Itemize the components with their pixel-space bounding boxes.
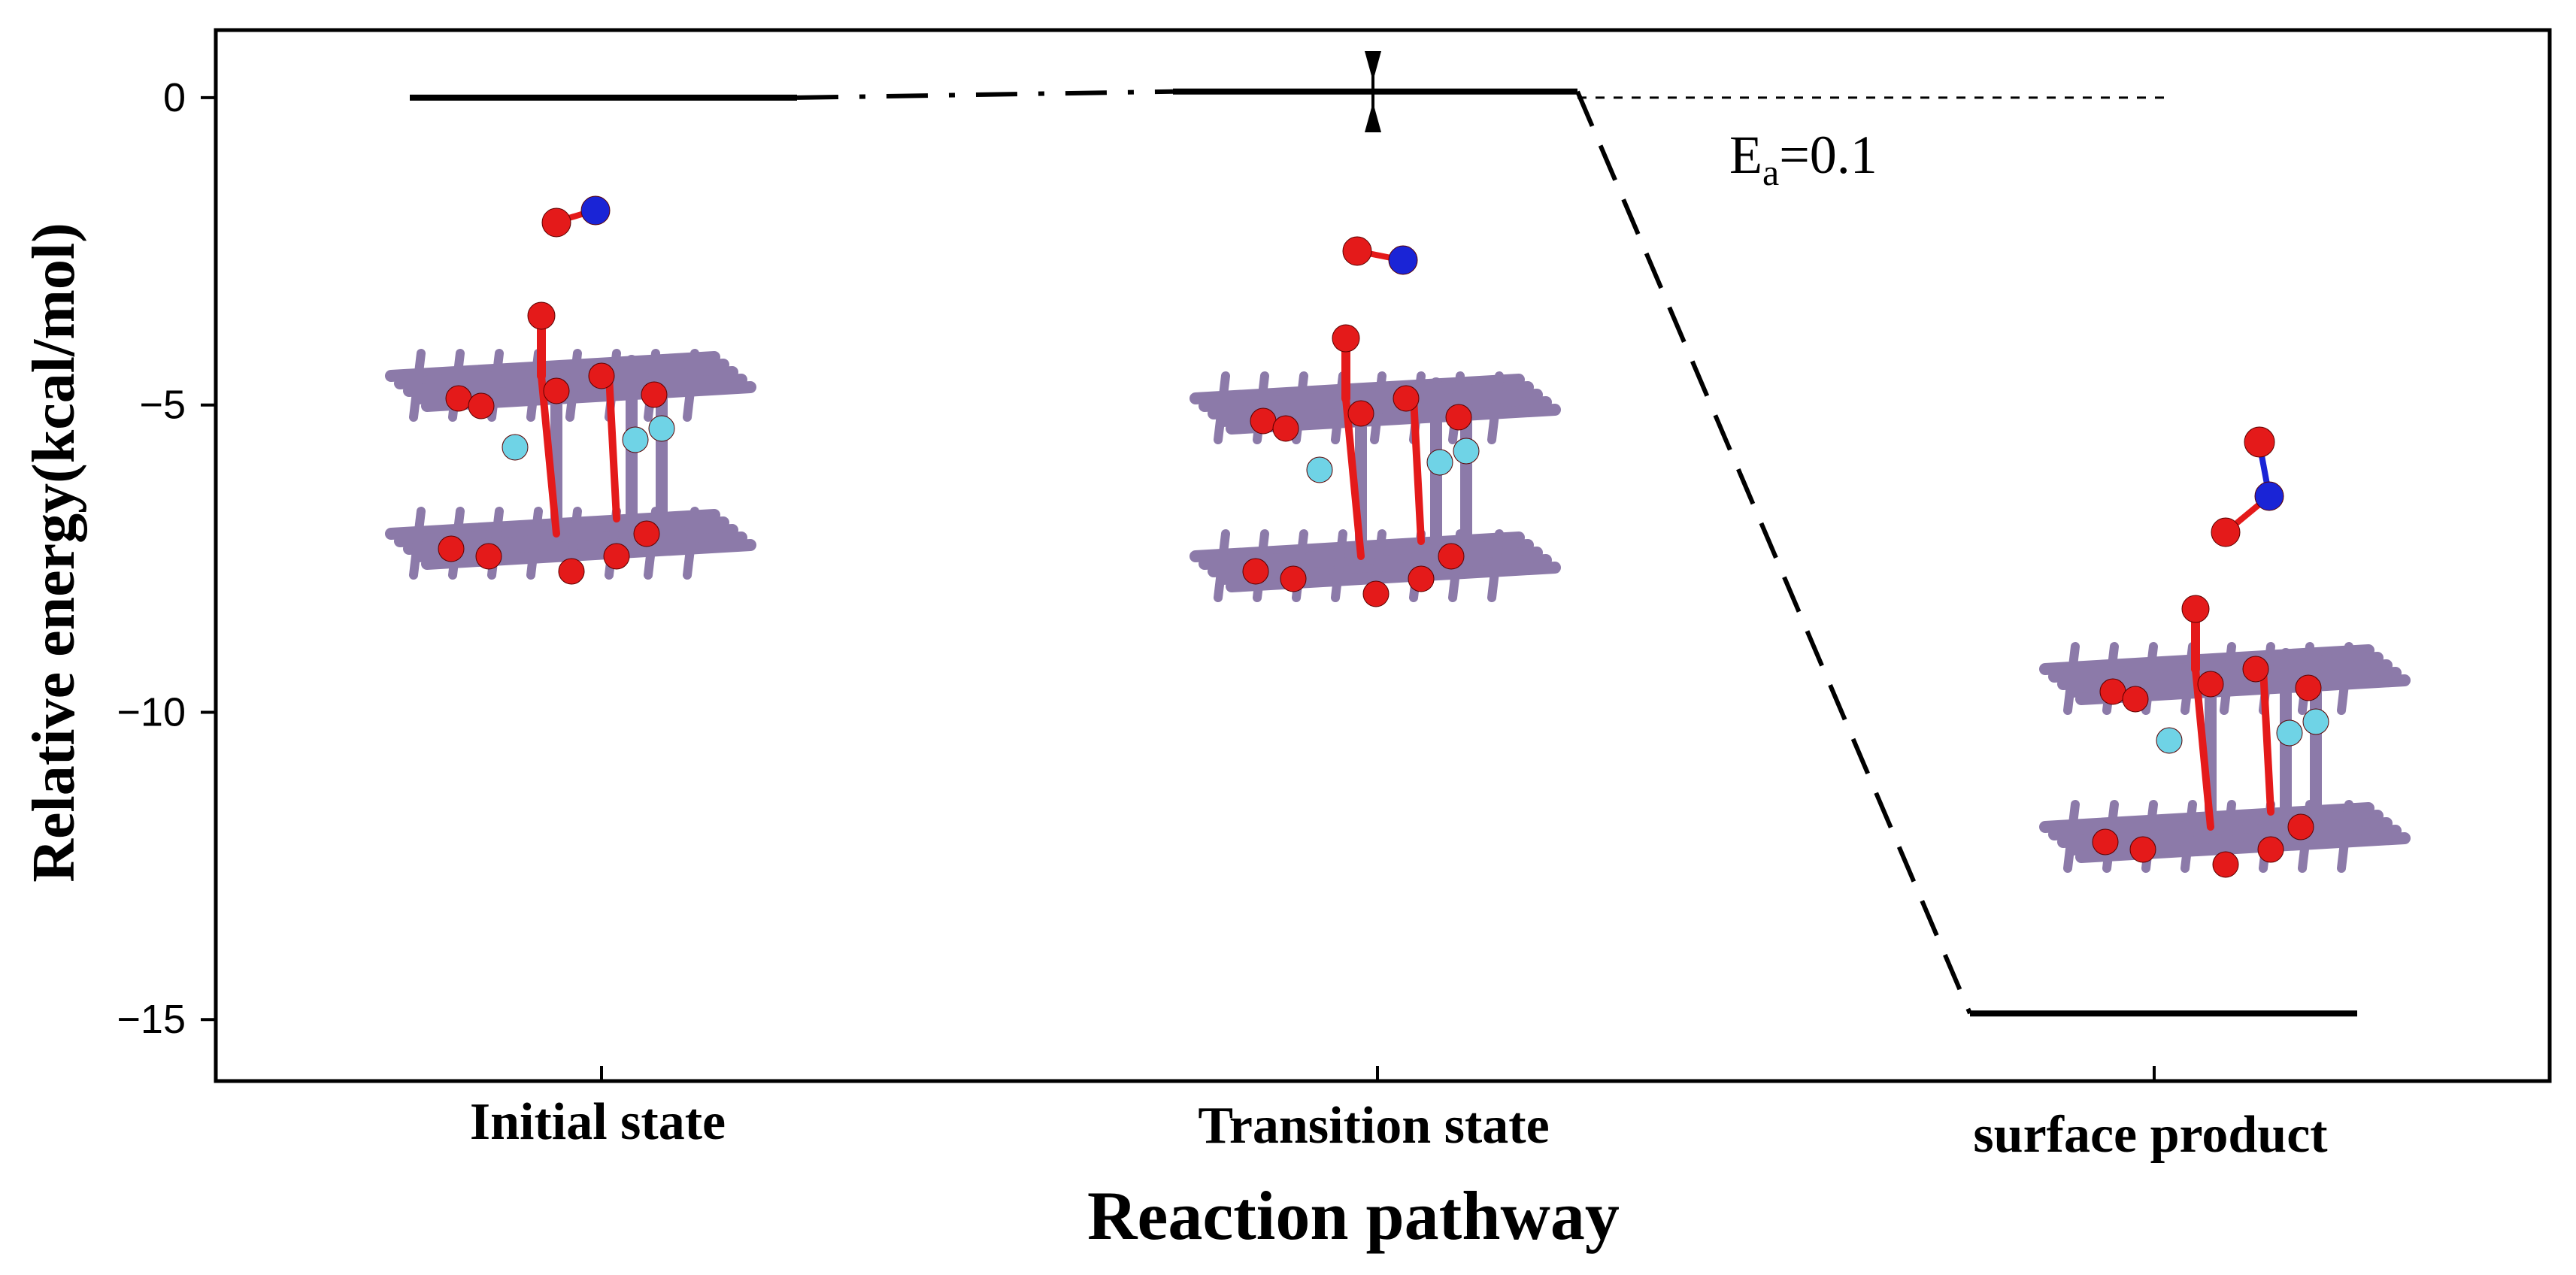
atom (1280, 565, 1307, 592)
atom (1362, 580, 1390, 607)
bond (565, 349, 582, 422)
x-axis-title: Reaction pathway (1087, 1177, 1620, 1254)
bond (1214, 529, 1230, 602)
atom (558, 558, 585, 585)
x-category-label: Initial state (470, 1093, 726, 1151)
energy-levels (410, 88, 2357, 1017)
atom (1347, 400, 1374, 427)
bond (683, 349, 699, 422)
atom (1332, 324, 1360, 353)
atom (1445, 404, 1472, 431)
initial-state-structure (385, 195, 756, 585)
atom (603, 543, 630, 570)
bond (605, 372, 620, 522)
bond (526, 507, 543, 580)
x-category-label: Transition state (1198, 1097, 1549, 1155)
bond (2337, 800, 2353, 873)
molecule-structures (385, 195, 2411, 878)
x-axis-ticks: Initial state Transition state surface pro… (470, 1066, 2328, 1164)
atom (622, 426, 649, 453)
transition-state-structure (1190, 236, 1561, 607)
atom (527, 301, 556, 330)
atom (580, 195, 611, 226)
bond (2259, 665, 2274, 816)
atom (2254, 481, 2284, 511)
atom (2212, 851, 2239, 878)
y-tick-label: −5 (139, 383, 186, 428)
y-axis-ticks: 0 −5 −10 −15 (117, 75, 216, 1042)
atom (2211, 517, 2241, 547)
bond (1487, 529, 1504, 602)
atom (438, 535, 465, 562)
atom (2276, 719, 2303, 747)
bond (2181, 800, 2197, 873)
y-tick-label: −10 (117, 689, 186, 734)
connector-ts-to-product (1575, 90, 1972, 1015)
y-tick-label: −15 (117, 997, 186, 1042)
barrier-arrow (1365, 51, 1381, 132)
atom (633, 520, 660, 547)
atom (2122, 686, 2149, 713)
bond (2063, 800, 2080, 873)
atom (1342, 236, 1372, 266)
bond (683, 507, 699, 580)
atom (1393, 385, 1420, 412)
atom (2244, 426, 2275, 458)
bond (409, 507, 426, 580)
atom (1306, 456, 1333, 483)
plot-frame (214, 28, 2552, 1083)
atom (2242, 656, 2269, 683)
atom (1272, 415, 1299, 442)
bond (1487, 371, 1504, 444)
atom (475, 543, 502, 570)
atom (2181, 595, 2210, 623)
x-category-label: surface product (1973, 1106, 2327, 1164)
atom (641, 381, 668, 408)
atom (445, 385, 472, 412)
activation-energy-label: Ea=0.1 (1729, 125, 1877, 193)
atom (1453, 438, 1480, 465)
atom (2092, 828, 2119, 856)
atom (541, 207, 571, 238)
atom (1408, 565, 1435, 592)
atom (468, 392, 495, 419)
atom (2287, 813, 2314, 840)
atom (648, 415, 675, 442)
atom (543, 377, 570, 404)
y-tick-label: 0 (163, 75, 186, 120)
bond (2192, 665, 2214, 831)
surface-product-structure (2039, 426, 2411, 878)
atom (2257, 836, 2284, 863)
atom (2295, 674, 2322, 701)
bond (538, 372, 560, 538)
connector-initial-to-ts (796, 89, 1174, 100)
atom (2156, 727, 2183, 754)
atom (1388, 245, 1418, 275)
atom (502, 434, 529, 461)
bond (1410, 395, 1425, 545)
bond (1214, 371, 1230, 444)
atom (2099, 678, 2126, 705)
bond (2337, 642, 2353, 715)
bond (409, 349, 426, 422)
bond (2220, 642, 2236, 715)
atom (2302, 708, 2329, 735)
atom (1242, 558, 1269, 585)
bond (1370, 371, 1386, 444)
atom (1438, 543, 1465, 570)
atom (1250, 407, 1277, 435)
atom (1426, 449, 1453, 476)
y-axis-title: Relative energy(kcal/mol) (21, 223, 87, 883)
bond (1331, 529, 1347, 602)
atom (588, 362, 615, 389)
bond (1342, 395, 1365, 560)
bond (2063, 642, 2080, 715)
atom (2197, 671, 2224, 698)
atom (2129, 836, 2156, 863)
